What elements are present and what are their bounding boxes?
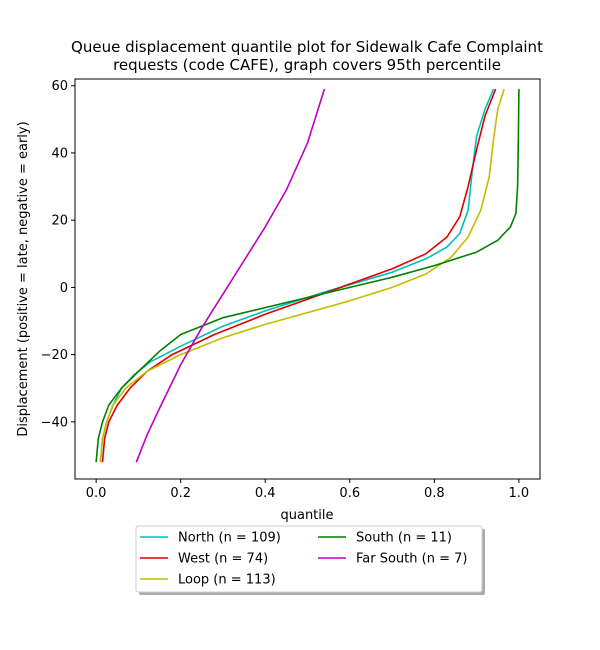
x-tick-label: 0.2 <box>170 486 191 501</box>
plot-lines <box>95 88 520 463</box>
x-axis-label: quantile <box>280 508 333 523</box>
legend: North (n = 109) West (n = 74) Loop (n = 11… <box>135 525 485 595</box>
x-tick-label: 1.0 <box>509 486 530 501</box>
y-tick-label: 60 <box>51 79 68 94</box>
chart-title-line-2: requests (code CAFE), graph covers 95th … <box>113 56 501 74</box>
series-line-2 <box>99 88 505 463</box>
x-tick-label: 0.8 <box>424 486 445 501</box>
y-tick-label: 0 <box>60 281 68 296</box>
y-tick-label: 20 <box>51 214 68 229</box>
series-line-0 <box>99 88 495 463</box>
x-tick-label: 0.6 <box>339 486 360 501</box>
legend-entry: South (n = 11) <box>356 531 452 546</box>
series-line-3 <box>95 89 520 463</box>
y-tick-label: −40 <box>41 415 68 430</box>
y-axis: −40 −20 0 20 40 60 <box>41 79 75 430</box>
x-axis: 0.0 0.2 0.4 0.6 0.8 1.0 <box>86 479 529 501</box>
series-line-4 <box>135 88 326 463</box>
chart-title-line-1: Queue displacement quantile plot for Sid… <box>71 38 543 56</box>
x-tick-label: 0.4 <box>255 486 276 501</box>
legend-items: North (n = 109) West (n = 74) Loop (n = 11… <box>140 531 467 588</box>
plot-frame <box>74 78 541 480</box>
legend-entry: Loop (n = 113) <box>178 573 276 588</box>
x-tick-label: 0.0 <box>86 486 107 501</box>
legend-entry: Far South (n = 7) <box>356 552 467 567</box>
y-tick-label: −20 <box>41 348 68 363</box>
legend-box <box>135 525 483 593</box>
legend-entry: North (n = 109) <box>178 531 281 546</box>
legend-entry: West (n = 74) <box>178 552 268 567</box>
y-axis-label: Displacement (positive = late, negative … <box>16 121 31 436</box>
series-line-1 <box>101 88 497 463</box>
y-tick-label: 40 <box>51 146 68 161</box>
